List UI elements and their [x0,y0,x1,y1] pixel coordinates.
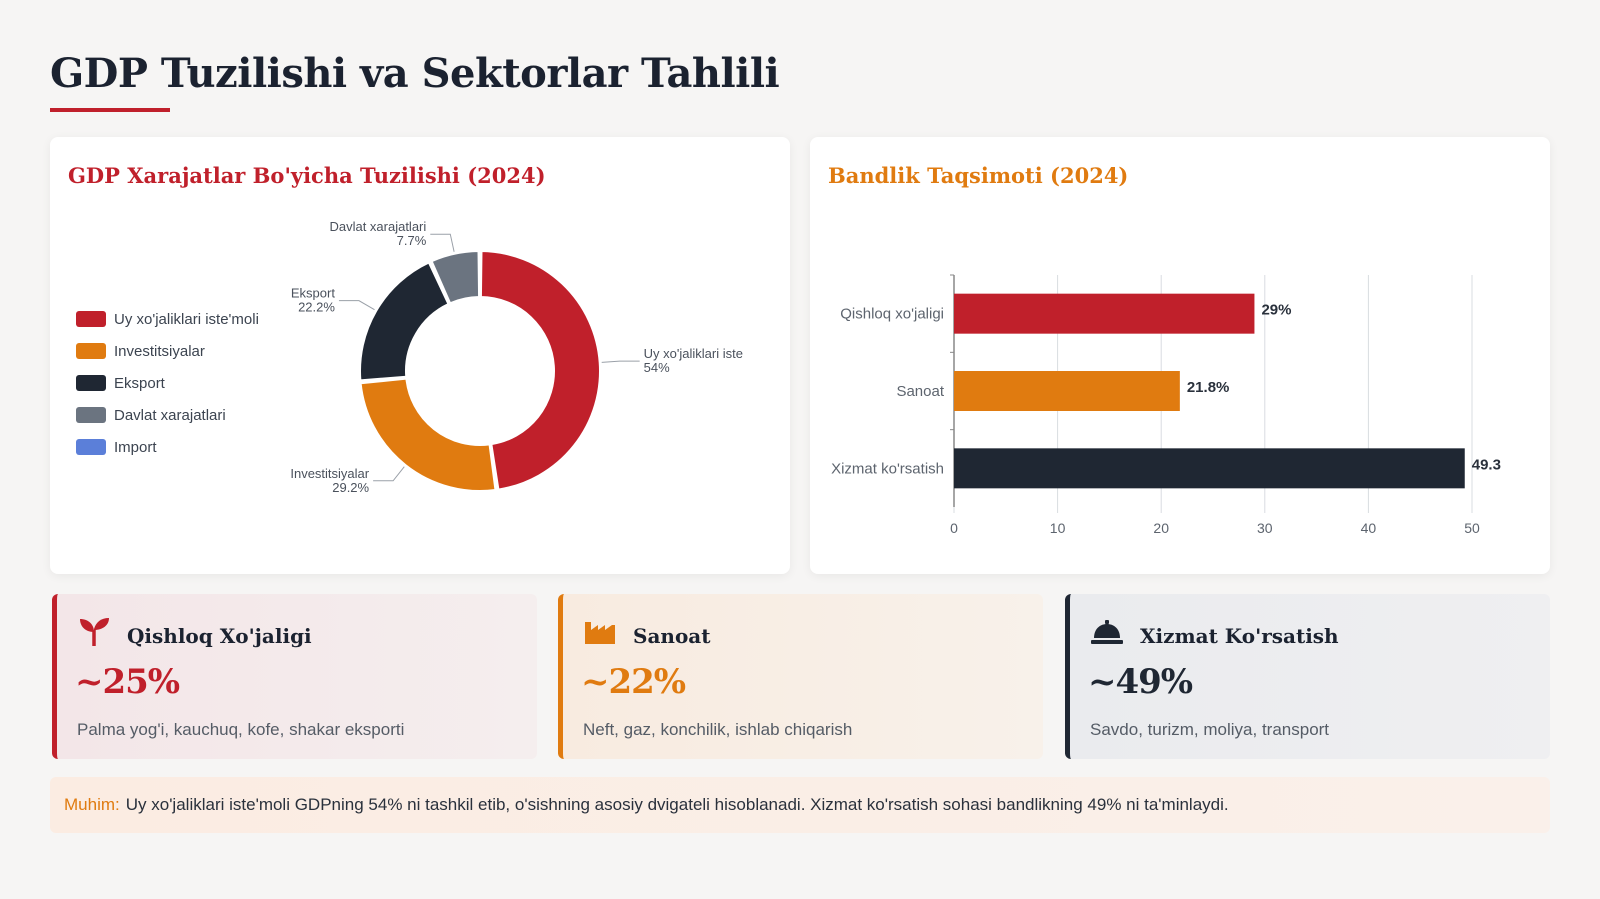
legend-label: Eksport [114,374,165,392]
legend-label: Import [114,438,157,456]
slice-label-name: Davlat xarajatlari [329,219,426,234]
service-bell-icon [1091,620,1123,644]
legend-swatch [76,375,106,391]
leader-line [373,466,405,482]
leader-line [430,233,455,252]
category-label: Xizmat ko'rsatish [831,460,944,477]
leader-line [338,300,375,311]
category-label: Sanoat [896,383,944,400]
legend-item[interactable]: Investitsiyalar [76,335,259,367]
donut-legend: Uy xo'jaliklari iste'moli Investitsiyalar… [76,303,259,463]
legend-label: Davlat xarajatlari [114,406,226,424]
x-tick-label: 50 [1464,520,1480,536]
legend-swatch [76,311,106,327]
sector-description: Savdo, turizm, moliya, transport [1090,720,1330,739]
legend-item[interactable]: Eksport [76,367,259,399]
bar-data-label: 49.3 [1472,456,1501,473]
sector-description: Palma yog'i, kauchuq, kofe, shakar ekspo… [77,720,405,739]
slice-label-value: 29.2% [332,480,369,495]
legend-swatch [76,439,106,455]
legend-label: Investitsiyalar [114,342,205,360]
leader-line [601,360,640,363]
x-tick-label: 0 [950,520,958,536]
legend-swatch [76,407,106,423]
x-tick-label: 20 [1153,520,1169,536]
x-tick-label: 40 [1361,520,1377,536]
note-label: Muhim: [64,795,120,814]
bar-data-label: 21.8% [1187,379,1230,396]
page-title: GDP Tuzilishi va Sektorlar Tahlili [50,50,780,97]
slice-label-name: Eksport [291,286,335,301]
legend-swatch [76,343,106,359]
bar[interactable] [954,371,1180,411]
slice-label-value: 54% [644,360,670,375]
title-underline [50,108,170,112]
donut-slice[interactable] [479,249,602,491]
donut-slice[interactable] [359,261,450,382]
sector-percent: ~22% [581,662,686,702]
legend-item[interactable]: Uy xo'jaliklari iste'moli [76,303,259,335]
legend-label: Uy xo'jaliklari iste'moli [114,310,259,328]
sector-card-agriculture: Qishloq Xo'jaligi ~25% Palma yog'i, kauc… [52,594,537,759]
factory-icon [585,622,615,644]
employment-card: Bandlik Taqsimoti (2024) 0 10 20 30 40 50 Qish… [810,137,1550,574]
x-tick-label: 10 [1050,520,1066,536]
slice-label-name: Uy xo'jaliklari iste [644,346,743,361]
sector-description: Neft, gaz, konchilik, ishlab chiqarish [583,720,853,739]
sector-name: Qishloq Xo'jaligi [127,624,312,648]
sector-card-industry: Sanoat ~22% Neft, gaz, konchilik, ishlab… [558,594,1043,759]
legend-item[interactable]: Import [76,431,259,463]
donut-slice[interactable] [430,249,481,305]
bar[interactable] [954,448,1465,489]
donut-slice[interactable] [359,377,497,492]
bar[interactable] [954,293,1255,334]
sector-card-services: Xizmat Ko'rsatish ~49% Savdo, turizm, mo… [1065,594,1550,759]
category-label: Qishloq xo'jaligi [840,306,944,323]
sector-percent: ~25% [75,662,180,702]
gdp-chart-title: GDP Xarajatlar Bo'yicha Tuzilishi (2024) [68,163,546,188]
x-tick-label: 30 [1257,520,1273,536]
sector-percent: ~49% [1088,662,1193,702]
employment-bar-chart: 0 10 20 30 40 50 Qishloq xo'jaligi 29% Sanoat 21.… [831,274,1501,536]
bar-data-label: 29% [1261,302,1291,319]
seedling-icon [80,618,109,646]
note-text: Uy xo'jaliklari iste'moli GDPning 54% ni… [125,795,1229,814]
slice-label-value: 7.7% [397,233,427,248]
important-note: Muhim: Uy xo'jaliklari iste'moli GDPning… [50,777,1550,833]
legend-item[interactable]: Davlat xarajatlari [76,399,259,431]
slice-label-value: 22.2% [298,300,335,315]
sector-name: Xizmat Ko'rsatish [1140,624,1339,648]
slice-label-name: Investitsiyalar [290,466,369,481]
sector-name: Sanoat [633,624,711,648]
gdp-structure-card: GDP Xarajatlar Bo'yicha Tuzilishi (2024)… [50,137,790,574]
employment-chart-title: Bandlik Taqsimoti (2024) [828,163,1129,188]
